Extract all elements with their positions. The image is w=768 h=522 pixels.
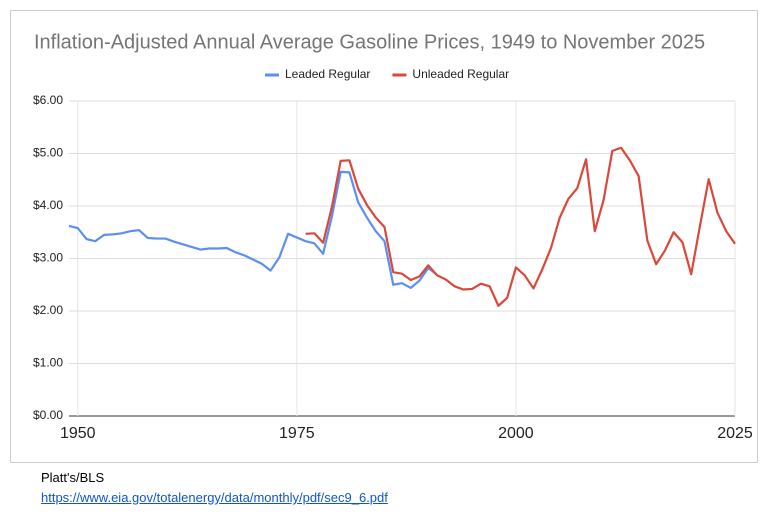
y-tick-label: $5.00: [33, 146, 63, 160]
chart: Inflation-Adjusted Annual Average Gasoli…: [10, 10, 758, 463]
x-tick-label: 2000: [498, 425, 534, 442]
data-line: [305, 146, 736, 307]
x-tick-label: 1975: [279, 425, 315, 442]
y-tick-label: $0.00: [33, 408, 63, 422]
chart-frame: [10, 10, 758, 463]
source-link[interactable]: https://www.eia.gov/totalenergy/data/mon…: [41, 490, 388, 505]
y-tick-label: $4.00: [33, 198, 63, 212]
y-tick-label: $3.00: [33, 251, 63, 265]
y-tick-label: $2.00: [33, 303, 63, 317]
legend-label: Unleaded Regular: [412, 67, 509, 81]
chart-title: Inflation-Adjusted Annual Average Gasoli…: [34, 31, 705, 53]
data-line: [68, 170, 438, 289]
x-tick-label: 1950: [60, 425, 96, 442]
y-tick-label: $6.00: [33, 93, 63, 107]
x-tick-label: 2025: [717, 425, 753, 442]
legend-label: Leaded Regular: [285, 67, 370, 81]
y-tick-label: $1.00: [33, 356, 63, 370]
source-text: Platt's/BLS: [41, 470, 105, 485]
